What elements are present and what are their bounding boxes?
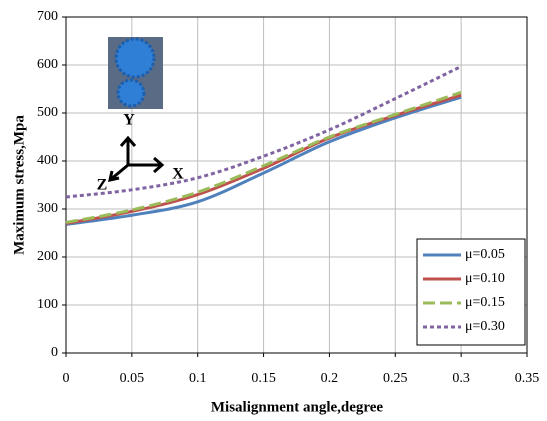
coordinate-arrows [108, 135, 165, 182]
x-tick-label: 0.05 [120, 371, 145, 386]
legend-label: μ=0.10 [465, 271, 505, 286]
legend-label: μ=0.30 [465, 319, 505, 334]
legend-box [416, 238, 526, 346]
axis-annotation: X [172, 166, 184, 183]
y-tick-label: 300 [37, 201, 58, 216]
axis-annotation: Z [97, 177, 108, 194]
series-line [65, 65, 462, 199]
x-axis-title: Misalignment angle,degree [211, 399, 384, 415]
x-tick-label: 0.2 [321, 371, 339, 386]
y-tick-label: 600 [37, 57, 58, 72]
series-line [65, 95, 462, 226]
gear-inset [108, 37, 163, 109]
y-tick-label: 400 [37, 153, 58, 168]
y-tick-label: 700 [37, 9, 58, 24]
y-tick-label: 100 [37, 297, 58, 312]
x-tick-label: 0.25 [383, 371, 408, 386]
y-tick-label: 200 [37, 249, 58, 264]
plot-frame [65, 16, 528, 354]
y-tick-label: 500 [37, 105, 58, 120]
y-tick-label: 0 [51, 345, 58, 360]
x-tick-label: 0.35 [515, 371, 540, 386]
x-tick-label: 0.15 [251, 371, 276, 386]
legend-label: μ=0.05 [465, 247, 505, 262]
x-tick-label: 0 [63, 371, 70, 386]
series-line [65, 90, 462, 224]
legend-label: μ=0.15 [465, 295, 505, 310]
axis-annotation: Y [123, 112, 135, 129]
x-tick-label: 0.1 [189, 371, 207, 386]
y-axis-title: Maximum stress,Mpa [11, 115, 27, 255]
x-tick-label: 0.3 [452, 371, 470, 386]
